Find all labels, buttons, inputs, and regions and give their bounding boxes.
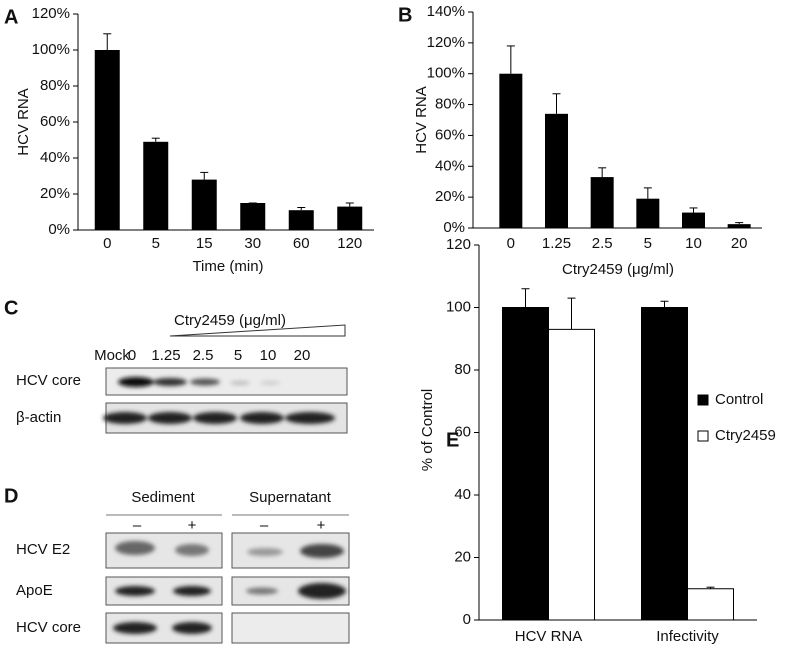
x-tick-label: 1.25 — [542, 235, 571, 252]
y-axis-label: HCV RNA — [413, 86, 430, 154]
lane-label: Mock — [94, 347, 130, 364]
bar — [727, 224, 751, 228]
x-tick-label: 0 — [507, 235, 515, 252]
bar — [636, 198, 660, 228]
y-tick-label: 0 — [463, 611, 471, 628]
y-tick-label: 20 — [454, 548, 471, 565]
bar — [288, 210, 314, 230]
y-tick-label: 0% — [443, 219, 465, 236]
lane-label: 10 — [260, 347, 277, 364]
y-tick-label: 80% — [435, 96, 465, 113]
bar — [545, 113, 568, 228]
sign-label: + — [317, 517, 326, 534]
x-tick-label: HCV RNA — [515, 628, 583, 645]
y-tick-label: 0% — [48, 221, 70, 238]
x-axis-label: Time (min) — [192, 258, 263, 275]
legend-swatch — [697, 394, 709, 406]
lane-label: 1.25 — [151, 347, 180, 364]
bar — [641, 307, 688, 621]
bar — [94, 50, 120, 230]
y-tick-label: 140% — [427, 3, 465, 20]
bar — [499, 73, 523, 228]
y-tick-label: 60% — [40, 113, 70, 130]
bar — [191, 179, 217, 230]
row-label: HCV core — [16, 619, 81, 636]
legend-label: Ctry2459 — [715, 427, 776, 444]
sign-label: – — [260, 517, 269, 534]
bar — [590, 177, 614, 228]
y-tick-label: 40% — [40, 149, 70, 166]
x-tick-label: 20 — [731, 235, 748, 252]
group-label: Sediment — [131, 489, 195, 506]
panel-letter: B — [398, 4, 412, 26]
bar — [548, 328, 595, 621]
gradient-triangle — [169, 324, 346, 337]
y-axis-label: HCV RNA — [15, 88, 32, 156]
group-label: Supernatant — [249, 489, 332, 506]
x-tick-label: 0 — [103, 235, 111, 252]
row-label: HCV core — [16, 372, 81, 389]
x-tick-label: 15 — [196, 235, 213, 252]
x-tick-label: 10 — [685, 235, 702, 252]
y-tick-label: 100% — [32, 41, 70, 58]
y-tick-label: 20% — [435, 188, 465, 205]
sign-label: + — [188, 517, 197, 534]
legend-label: Control — [715, 391, 763, 408]
x-tick-label: Infectivity — [656, 628, 719, 645]
x-tick-label: 2.5 — [592, 235, 613, 252]
blot-box — [231, 612, 350, 644]
x-tick-label: 5 — [644, 235, 652, 252]
lane-label: 20 — [294, 347, 311, 364]
lane-label: 0 — [128, 347, 136, 364]
y-tick-label: 40 — [454, 486, 471, 503]
y-tick-label: 60% — [435, 126, 465, 143]
bar — [337, 206, 363, 230]
row-label: ApoE — [16, 582, 53, 599]
panel-letter: C — [4, 297, 18, 319]
x-tick-label: 30 — [244, 235, 261, 252]
treatment-label: Ctry2459 (μg/ml) — [174, 312, 286, 329]
y-tick-label: 80 — [454, 361, 471, 378]
x-axis-label: Ctry2459 (μg/ml) — [562, 261, 674, 278]
y-tick-label: 80% — [40, 77, 70, 94]
panel-letter: E — [446, 429, 459, 451]
bar — [682, 212, 705, 228]
y-tick-label: 100 — [446, 298, 471, 315]
x-tick-label: 60 — [293, 235, 310, 252]
y-tick-label: 40% — [435, 157, 465, 174]
bar — [240, 203, 266, 230]
bar — [502, 307, 549, 621]
row-label: HCV E2 — [16, 541, 70, 558]
sign-label: – — [133, 517, 142, 534]
bands — [113, 541, 346, 634]
lane-label: 2.5 — [193, 347, 214, 364]
y-tick-label: 20% — [40, 185, 70, 202]
y-tick-label: 120% — [32, 5, 70, 22]
panel-letter: A — [4, 6, 18, 28]
bands — [103, 377, 335, 424]
panel-letter: D — [4, 485, 18, 507]
blots — [103, 324, 350, 644]
y-tick-label: 100% — [427, 65, 465, 82]
y-axis-label: % of Control — [419, 389, 436, 472]
bar — [143, 141, 169, 230]
x-tick-label: 120 — [337, 235, 362, 252]
legend-swatch — [697, 430, 709, 442]
lane-label: 5 — [234, 347, 242, 364]
bar — [687, 588, 734, 621]
y-tick-label: 60 — [454, 423, 471, 440]
row-label: β-actin — [16, 409, 61, 426]
y-tick-label: 120 — [446, 236, 471, 253]
y-tick-label: 120% — [427, 34, 465, 51]
x-tick-label: 5 — [152, 235, 160, 252]
